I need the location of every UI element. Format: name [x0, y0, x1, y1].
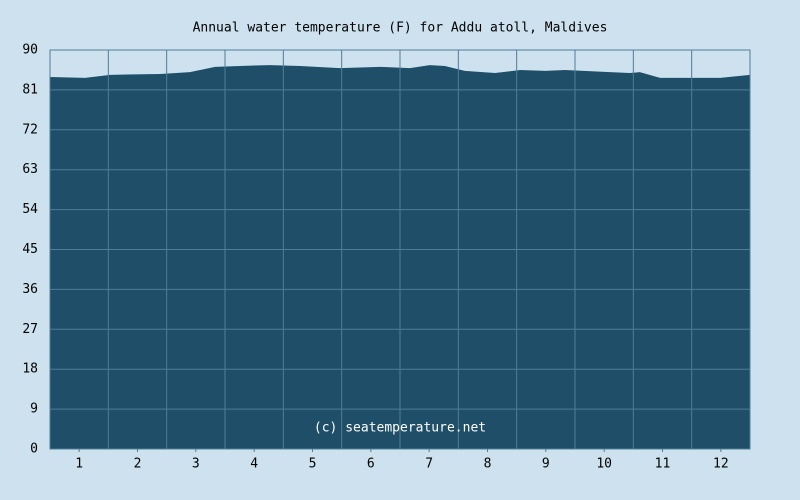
y-tick-label: 9 — [30, 402, 38, 417]
y-tick-label: 81 — [22, 82, 38, 97]
x-tick-label: 1 — [75, 457, 83, 472]
x-tick-label: 12 — [713, 457, 729, 472]
y-tick-label: 54 — [22, 202, 38, 217]
y-tick-label: 36 — [22, 282, 38, 297]
x-tick-label: 5 — [309, 457, 317, 472]
x-tick-label: 11 — [655, 457, 671, 472]
x-tick-label: 9 — [542, 457, 550, 472]
x-tick-label: 4 — [250, 457, 258, 472]
x-tick-label: 3 — [192, 457, 200, 472]
x-tick-label: 6 — [367, 457, 375, 472]
chart-title: Annual water temperature (F) for Addu at… — [193, 21, 608, 36]
watermark: (c) seatemperature.net — [314, 421, 486, 436]
x-tick-label: 10 — [596, 457, 612, 472]
y-tick-label: 72 — [22, 122, 38, 137]
y-tick-label: 27 — [22, 322, 38, 337]
y-tick-label: 63 — [22, 162, 38, 177]
x-tick-label: 8 — [484, 457, 492, 472]
x-tick-label: 2 — [134, 457, 142, 472]
y-tick-label: 18 — [22, 362, 38, 377]
y-tick-label: 0 — [30, 442, 38, 457]
y-tick-label: 45 — [22, 242, 38, 257]
y-tick-label: 90 — [22, 43, 38, 58]
x-tick-label: 7 — [425, 457, 433, 472]
plot-border — [49, 49, 751, 450]
